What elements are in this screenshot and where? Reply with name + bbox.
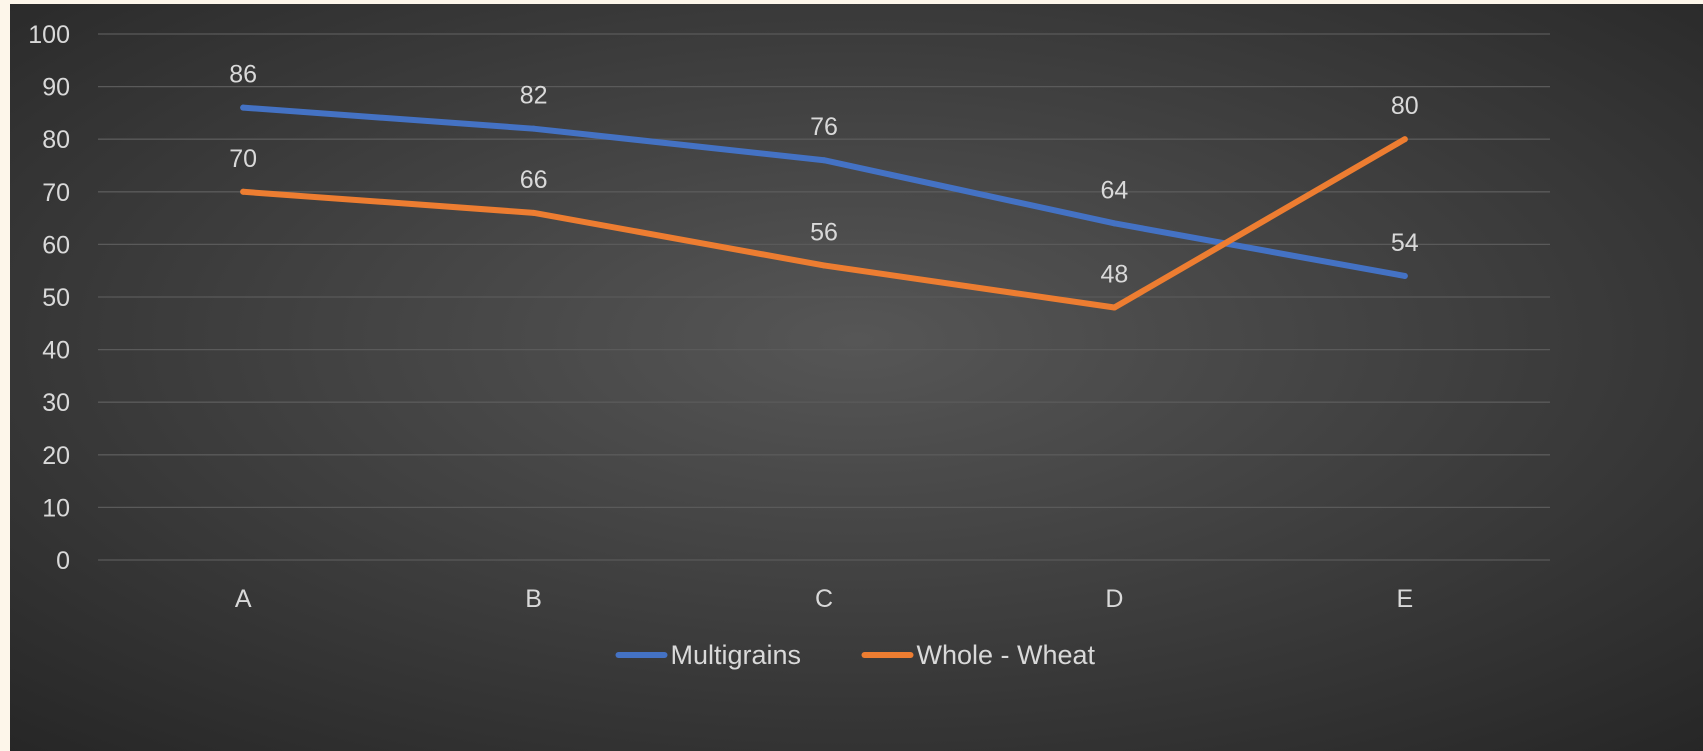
data-label: 48: [1100, 261, 1128, 289]
gridlines: [98, 33, 1550, 561]
y-tick-label: 70: [42, 179, 70, 207]
data-label: 76: [810, 113, 838, 141]
data-label: 70: [229, 145, 257, 173]
x-tick-label: D: [1105, 585, 1123, 613]
data-point: [530, 125, 537, 132]
legend-item: Whole - Wheat: [861, 640, 1096, 670]
data-label: 80: [1391, 92, 1419, 120]
data-point: [240, 188, 247, 195]
x-tick-label: B: [525, 585, 542, 613]
x-tick-label: E: [1396, 585, 1413, 613]
y-tick-label: 20: [42, 442, 70, 470]
y-tick-label: 0: [56, 547, 70, 575]
y-tick-label: 100: [28, 21, 70, 49]
legend-label: Whole - Wheat: [917, 640, 1096, 670]
y-tick-label: 40: [42, 337, 70, 365]
data-point: [240, 104, 247, 111]
legend-label: Multigrains: [671, 640, 802, 670]
data-label: 54: [1391, 229, 1419, 257]
y-tick-label: 80: [42, 126, 70, 154]
y-tick-label: 60: [42, 231, 70, 259]
chart-background: [10, 4, 1703, 751]
y-axis-ticks: 0 10 20 30 40 50 60 70 80 90 100: [28, 21, 70, 575]
data-labels: 86 82 76 64 54 70 66 56 48 80: [229, 61, 1419, 289]
data-label: 82: [520, 82, 548, 110]
data-point: [1401, 272, 1408, 279]
data-point: [1111, 220, 1118, 227]
x-axis-ticks: A B C D E: [235, 585, 1413, 613]
y-tick-label: 90: [42, 74, 70, 102]
data-label: 56: [810, 218, 838, 246]
data-label: 86: [229, 61, 257, 89]
chart-canvas: 0 10 20 30 40 50 60 70 80 90 100 A B C D E 86 82 76 64 54 7…: [10, 4, 1703, 751]
x-tick-label: C: [815, 585, 833, 613]
y-tick-label: 50: [42, 284, 70, 312]
data-point: [821, 157, 827, 164]
legend-item: Multigrains: [615, 640, 802, 670]
data-point: [1401, 136, 1408, 143]
data-label: 64: [1100, 176, 1128, 204]
data-point: [1111, 304, 1118, 311]
y-tick-label: 30: [42, 389, 70, 417]
data-point: [530, 209, 537, 216]
data-point: [821, 262, 827, 269]
x-tick-label: A: [235, 585, 252, 613]
series-lines: [240, 104, 1408, 311]
data-label: 66: [520, 166, 548, 194]
y-tick-label: 10: [42, 494, 70, 522]
line-chart: 0 10 20 30 40 50 60 70 80 90 100 A B C D E 86 82 76 64 54 7…: [10, 4, 1703, 751]
legend: Multigrains Whole - Wheat: [615, 640, 1096, 670]
